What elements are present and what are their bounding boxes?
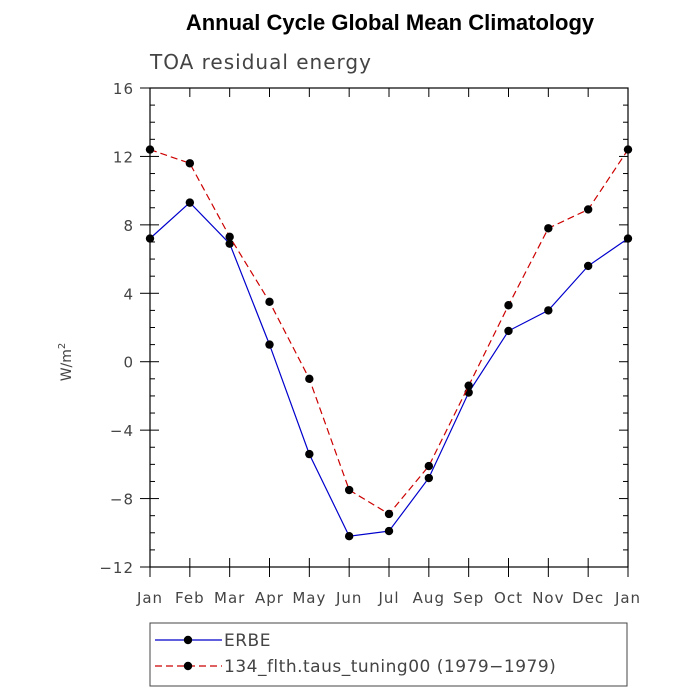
series-model <box>145 145 633 519</box>
data-point <box>424 473 434 483</box>
chart-title: Annual Cycle Global Mean Climatology <box>186 10 595 35</box>
series-line <box>149 149 629 515</box>
data-point <box>185 159 195 168</box>
series-layer <box>145 145 633 541</box>
plot-border <box>149 87 629 568</box>
data-point <box>544 224 553 233</box>
x-tick-label: Jan <box>614 589 641 607</box>
data-point <box>583 261 593 271</box>
data-point <box>225 239 234 248</box>
x-tick-label: Jan <box>136 589 163 607</box>
x-tick-label: Aug <box>413 589 445 607</box>
series-line <box>149 201 629 537</box>
data-point <box>384 509 394 519</box>
legend: ERBE 134_flth.taus_tuning00 (1979−1979) <box>149 622 628 687</box>
series-erbe <box>145 198 633 541</box>
data-point <box>424 461 434 471</box>
data-point <box>623 234 633 243</box>
x-tick-label: Nov <box>532 589 564 607</box>
y-tick-label: −8 <box>110 491 134 509</box>
data-point <box>265 297 274 307</box>
plot-frame <box>149 87 629 568</box>
data-point <box>344 532 354 541</box>
data-point <box>504 326 513 336</box>
data-point <box>384 526 394 536</box>
x-tick-label: Jul <box>377 589 399 607</box>
data-point <box>544 306 553 315</box>
y-tick-label: −12 <box>99 559 134 577</box>
x-tick-label: Mar <box>214 589 245 607</box>
y-tick-label: 0 <box>123 354 134 372</box>
x-tick-label: Oct <box>494 589 523 607</box>
legend-label: 134_flth.taus_tuning00 (1979−1979) <box>224 657 556 677</box>
data-point <box>145 234 155 243</box>
y-axis-label-unit: W/m <box>59 349 75 381</box>
x-tick-label: Jun <box>335 589 362 607</box>
y-tick-label: 8 <box>123 217 134 235</box>
legend-label: ERBE <box>224 631 271 651</box>
x-tick-label: Feb <box>175 589 205 607</box>
data-point <box>225 232 234 242</box>
data-point <box>305 374 314 384</box>
x-tick-label: Dec <box>572 589 604 607</box>
chart-subtitle: TOA residual energy <box>149 50 372 74</box>
y-axis-label: W/m2 <box>57 343 75 382</box>
y-tick-label: 16 <box>113 80 134 98</box>
data-point <box>583 205 593 214</box>
data-point <box>623 145 633 154</box>
x-tick-label: Sep <box>453 589 484 607</box>
data-point <box>185 198 195 207</box>
y-tick-label: 12 <box>113 148 134 166</box>
x-tick-label: May <box>292 589 326 607</box>
legend-marker <box>183 635 193 645</box>
y-tick-label: 4 <box>123 285 134 303</box>
data-point <box>305 449 314 459</box>
data-point <box>145 145 155 154</box>
data-point <box>265 340 274 349</box>
y-tick-label: −4 <box>110 422 134 440</box>
y-axis-label-exponent: 2 <box>57 343 68 349</box>
legend-marker <box>183 661 193 671</box>
data-point <box>464 381 473 390</box>
axis-ticks: −12 −8 −4 0 4 8 12 16 Jan Feb Mar Apr May Jun Jul Aug Se… <box>99 80 641 607</box>
data-point <box>344 485 354 495</box>
data-point <box>504 301 513 310</box>
x-tick-label: Apr <box>255 589 284 607</box>
legend-box <box>149 622 628 687</box>
